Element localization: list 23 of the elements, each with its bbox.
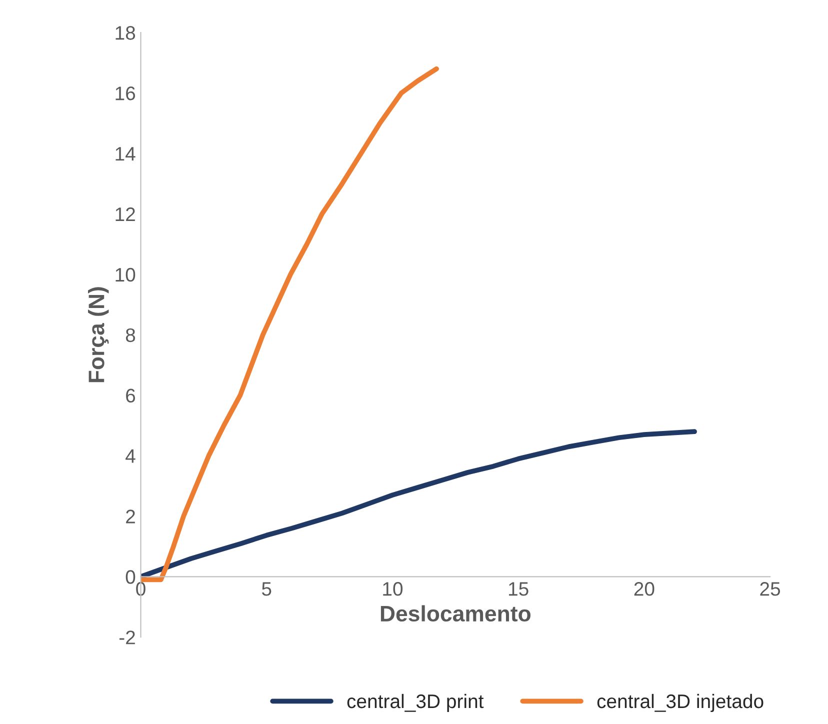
y-tick-label: 18 <box>116 26 136 40</box>
x-tick-label: 5 <box>262 582 272 596</box>
legend-label: central_3D print <box>347 694 484 712</box>
y-tick-label: 8 <box>126 328 136 342</box>
y-tick-label: 4 <box>126 449 136 463</box>
y-tick-label: 10 <box>116 268 136 282</box>
y-tick-label: 16 <box>116 86 136 100</box>
y-tick-label: 0 <box>126 570 136 584</box>
x-axis-title: Deslocamento <box>380 605 530 622</box>
line-series <box>140 66 439 582</box>
x-tick-label: 0 <box>136 582 146 596</box>
y-tick-label: 2 <box>126 510 135 524</box>
x-tick-label: 25 <box>760 582 780 596</box>
legend-label: central_3D injetado <box>597 694 764 712</box>
y-tick-label: 6 <box>126 388 136 403</box>
x-tick-label: 15 <box>509 582 528 596</box>
y-tick-label: -2 <box>119 630 135 644</box>
y-tick-label: 14 <box>116 147 136 161</box>
y-tick-label: 12 <box>116 207 135 221</box>
x-tick-label: 20 <box>634 582 654 596</box>
y-axis-title: Força (N) <box>88 287 109 382</box>
line-series <box>140 429 697 580</box>
x-tick-label: 10 <box>383 582 403 596</box>
